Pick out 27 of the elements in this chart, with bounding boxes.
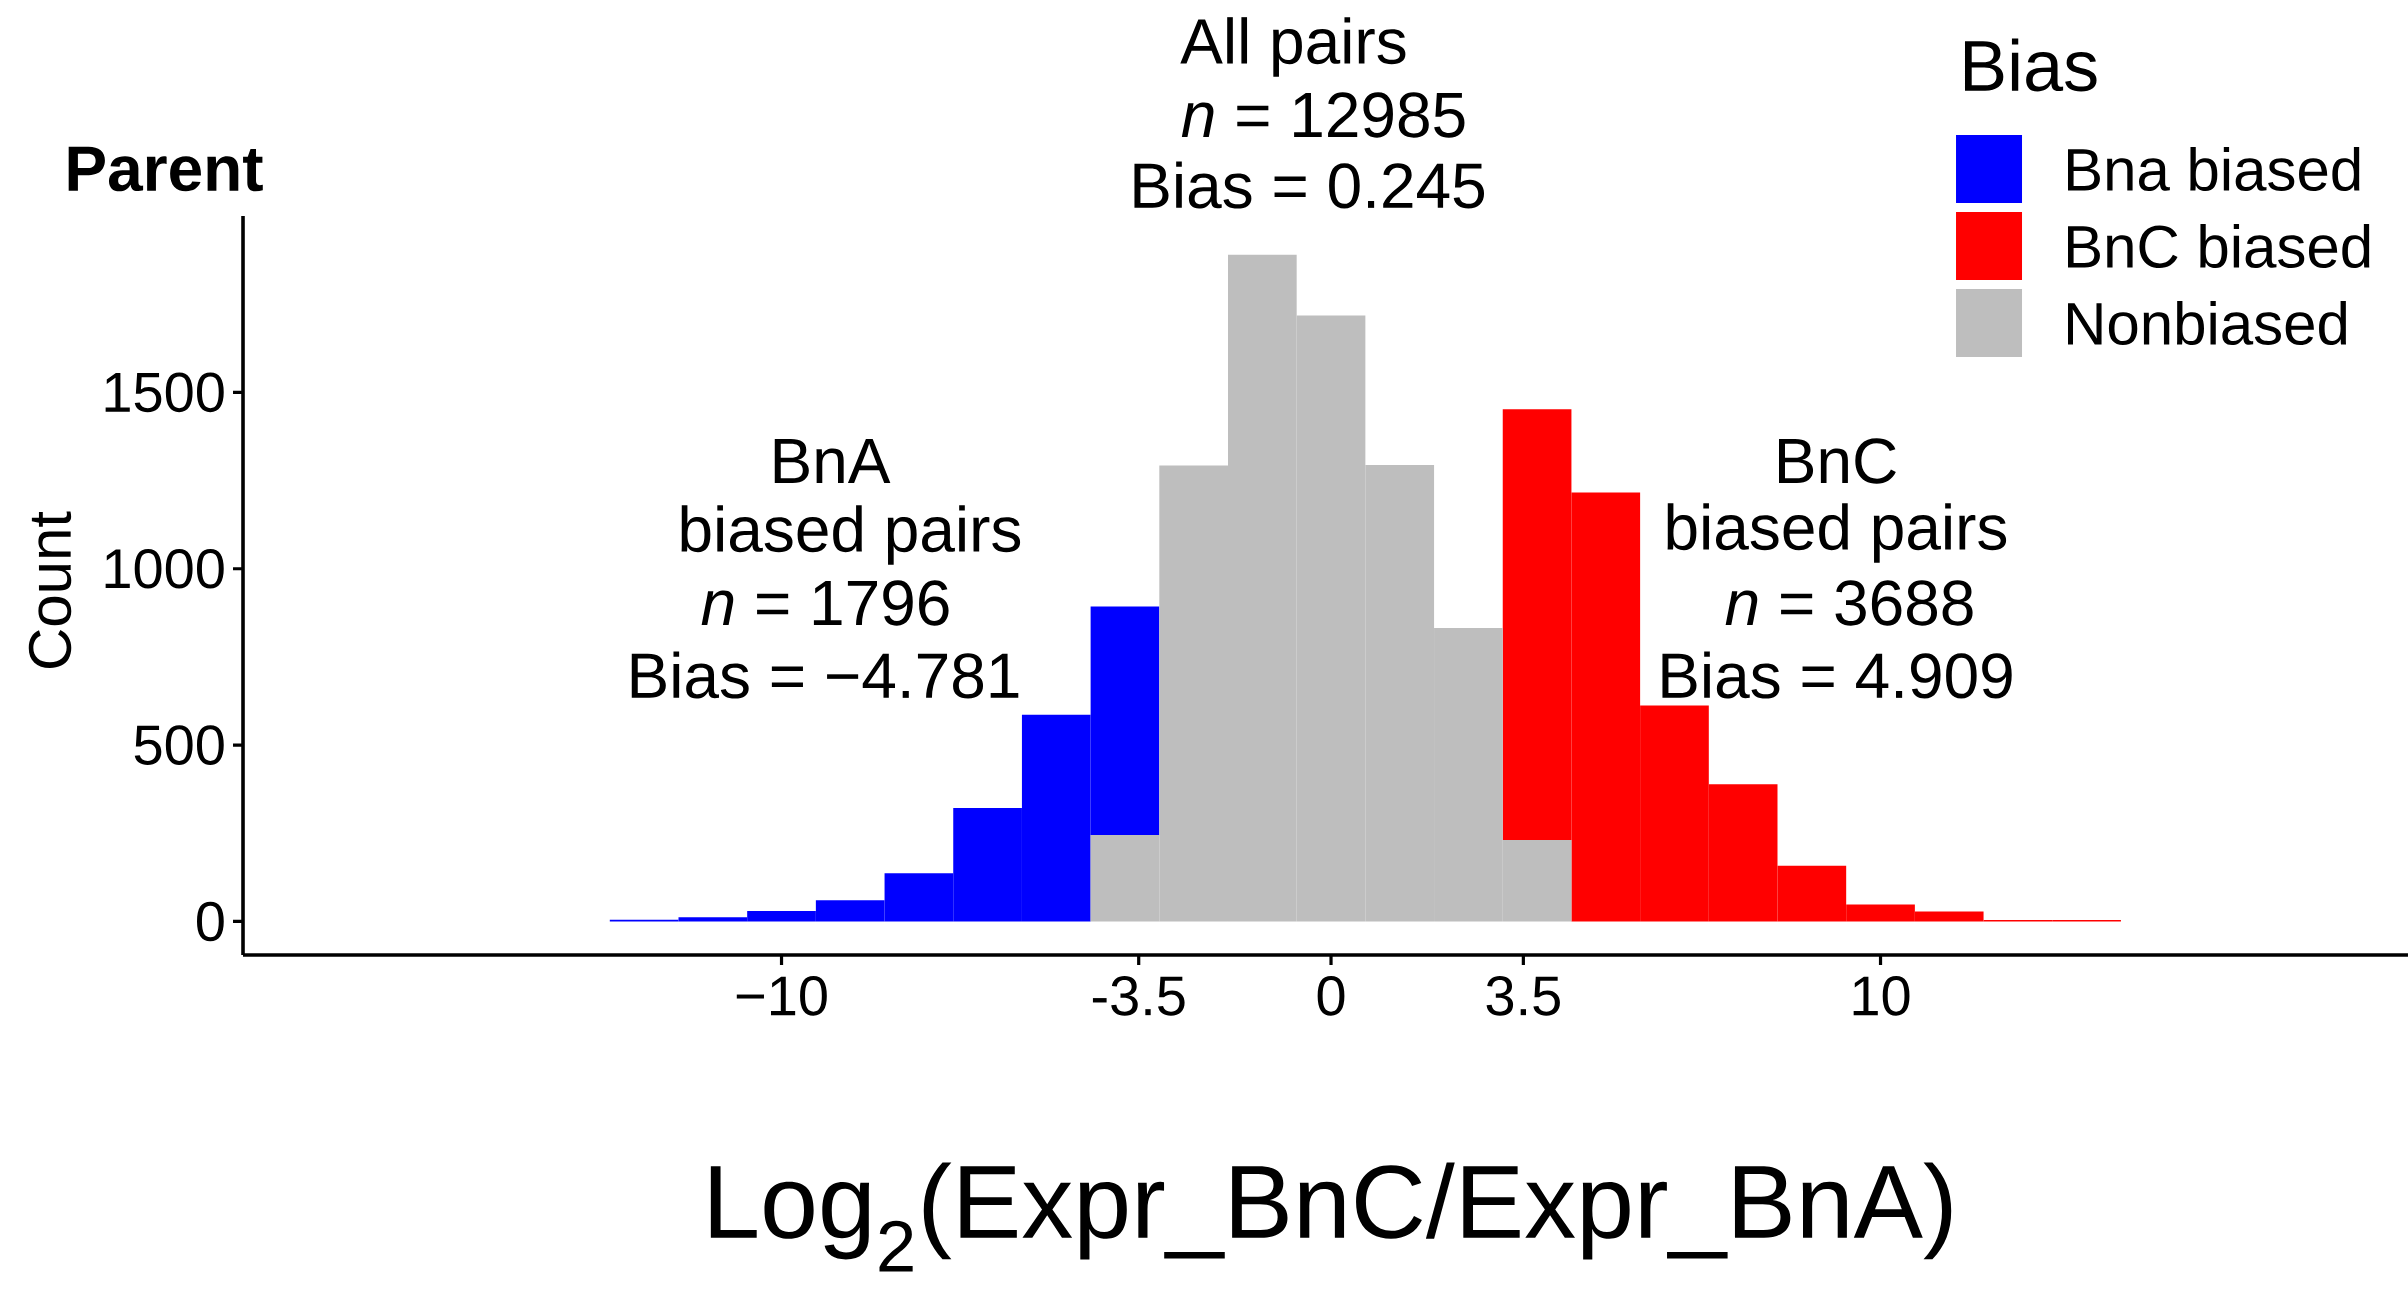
x-tick-label: 10 bbox=[1853, 976, 1910, 1016]
x-tick-label: 3.5 bbox=[1486, 976, 1560, 1016]
legend-label: BnC biased bbox=[2068, 223, 2370, 269]
y-tick-label: 1000 bbox=[105, 548, 224, 589]
text: All pairs bbox=[1180, 17, 1406, 77]
chart-title: Parent bbox=[68, 146, 263, 192]
annotation: Bias = 4.909 bbox=[1662, 651, 2012, 699]
annotation: biased pairs bbox=[1667, 503, 2007, 563]
y-tick-label: 0 bbox=[197, 901, 224, 942]
legend-label: Bna biased bbox=[2068, 146, 2360, 192]
x-tick-label: -3.5 bbox=[1092, 976, 1185, 1016]
legend-label: Nonbiased bbox=[2068, 300, 2347, 346]
text: Bias = 0.245 bbox=[1134, 161, 1485, 209]
y-tick-label: 1500 bbox=[105, 372, 224, 413]
x-tick-label: −10 bbox=[736, 976, 827, 1016]
x-axis-title: Log$_{2}$(Expr_BnC/Expr_BnA) bbox=[710, 1162, 1952, 1272]
annotation: n = 1796 bbox=[701, 580, 949, 626]
y-axis-title: Count bbox=[28, 511, 72, 668]
text: n = 12985 bbox=[1181, 92, 1465, 138]
annotation: Bias = −4.781 bbox=[631, 651, 1019, 699]
annotation: biased pairs bbox=[681, 505, 1021, 565]
x-tick-label: 0 bbox=[1317, 976, 1345, 1016]
annotation: BnA bbox=[774, 438, 891, 483]
y-tick-label: 500 bbox=[134, 725, 224, 765]
annotation: BnC bbox=[1779, 438, 1896, 484]
legend-title: Bias bbox=[1964, 38, 2097, 92]
annotation: n = 3688 bbox=[1725, 580, 1973, 626]
